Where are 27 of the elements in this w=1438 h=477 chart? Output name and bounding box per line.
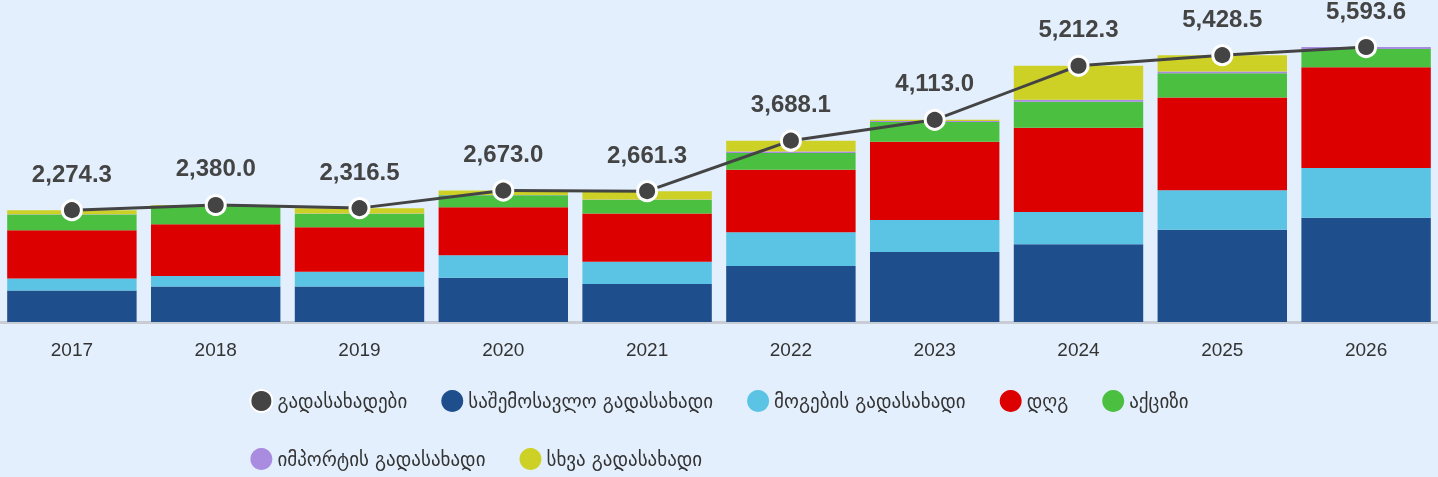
legend-label: მოგების გადასახადი (774, 390, 966, 413)
data-label: 5,212.3 (1038, 15, 1119, 43)
data-label: 5,428.5 (1182, 4, 1263, 32)
legend-label: იმპორტის გადასახადი (277, 448, 486, 471)
legend-label: გადასახადები (277, 390, 408, 413)
data-label: 3,688.1 (750, 90, 831, 118)
x-tick-label: 2024 (1057, 339, 1101, 360)
legend-label: დღგ (1026, 390, 1069, 413)
data-label: 5,593.6 (1326, 0, 1407, 24)
x-tick-label: 2020 (482, 339, 525, 360)
x-tick-label: 2017 (50, 339, 94, 360)
x-tick-label: 2018 (194, 339, 237, 360)
x-tick-label: 2021 (625, 339, 669, 360)
x-tick-label: 2022 (769, 339, 813, 360)
data-label: 2,673.0 (463, 140, 544, 168)
legend-label: აქციზი (1129, 390, 1189, 413)
x-tick-label: 2023 (913, 339, 956, 360)
data-label: 2,380.0 (175, 154, 256, 182)
data-label: 2,274.3 (31, 159, 112, 187)
legend-label: საშემოსავლო გადასახადი (468, 390, 714, 413)
x-tick-label: 2019 (338, 339, 381, 360)
x-tick-label: 2025 (1201, 339, 1244, 360)
data-label: 2,316.5 (319, 157, 400, 185)
data-label: 4,113.0 (895, 69, 975, 97)
legend-label: სხვა გადასახადი (546, 448, 703, 471)
x-tick-label: 2026 (1344, 339, 1388, 360)
data-label: 2,661.3 (607, 140, 688, 168)
